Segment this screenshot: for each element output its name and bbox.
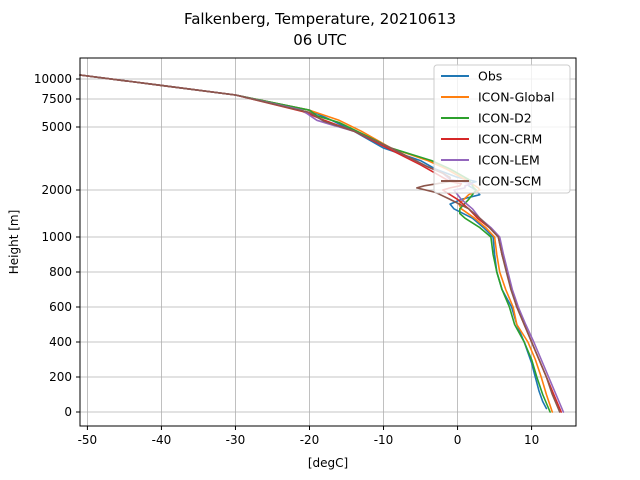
plot-area-frame bbox=[79, 57, 577, 427]
legend-label: Obs bbox=[478, 69, 502, 84]
x-tick-label: -40 bbox=[152, 433, 172, 447]
y-tick-label: 800 bbox=[49, 265, 72, 279]
x-tick-label: -30 bbox=[226, 433, 246, 447]
y-tick-label: 2000 bbox=[41, 183, 72, 197]
y-tick-label: 1000 bbox=[41, 230, 72, 244]
y-tick-label: 600 bbox=[49, 300, 72, 314]
x-tick-label: -10 bbox=[374, 433, 394, 447]
y-tick-label: 200 bbox=[49, 370, 72, 384]
y-tick-label: 5000 bbox=[41, 120, 72, 134]
series-line-icon-scm bbox=[79, 74, 561, 413]
x-axis-label: [degC] bbox=[308, 456, 348, 470]
series-line-icon-global bbox=[79, 74, 554, 413]
legend: Obs ICON-Global ICON-D2 ICON-CRM ICON-LEM ICO… bbox=[433, 64, 571, 194]
x-tick-label: 10 bbox=[524, 433, 539, 447]
y-axis-label: Height [m] bbox=[7, 210, 21, 275]
legend-label: ICON-SCM bbox=[478, 174, 542, 189]
series-line-icon-lem bbox=[79, 74, 565, 413]
y-tick-label: 7500 bbox=[41, 92, 72, 106]
y-tick-label: 400 bbox=[49, 335, 72, 349]
legend-label: ICON-LEM bbox=[478, 153, 540, 168]
y-tick-label: 0 bbox=[64, 405, 72, 419]
chart-subtitle: 06 UTC bbox=[293, 31, 347, 49]
series-line-icon-d2 bbox=[79, 74, 551, 413]
x-tick-label: -20 bbox=[300, 433, 320, 447]
chart-title: Falkenberg, Temperature, 20210613 bbox=[184, 10, 456, 28]
legend-label: ICON-D2 bbox=[478, 111, 532, 126]
legend-label: ICON-Global bbox=[478, 90, 554, 105]
plot-series bbox=[79, 74, 565, 413]
x-tick-label: -50 bbox=[78, 433, 98, 447]
axis-ticks: -50 -40 -30 -20 -10 0 100200400600800100020005… bbox=[34, 72, 539, 447]
x-tick-label: 0 bbox=[454, 433, 462, 447]
y-tick-label: 10000 bbox=[34, 72, 72, 86]
legend-label: ICON-CRM bbox=[478, 132, 542, 147]
